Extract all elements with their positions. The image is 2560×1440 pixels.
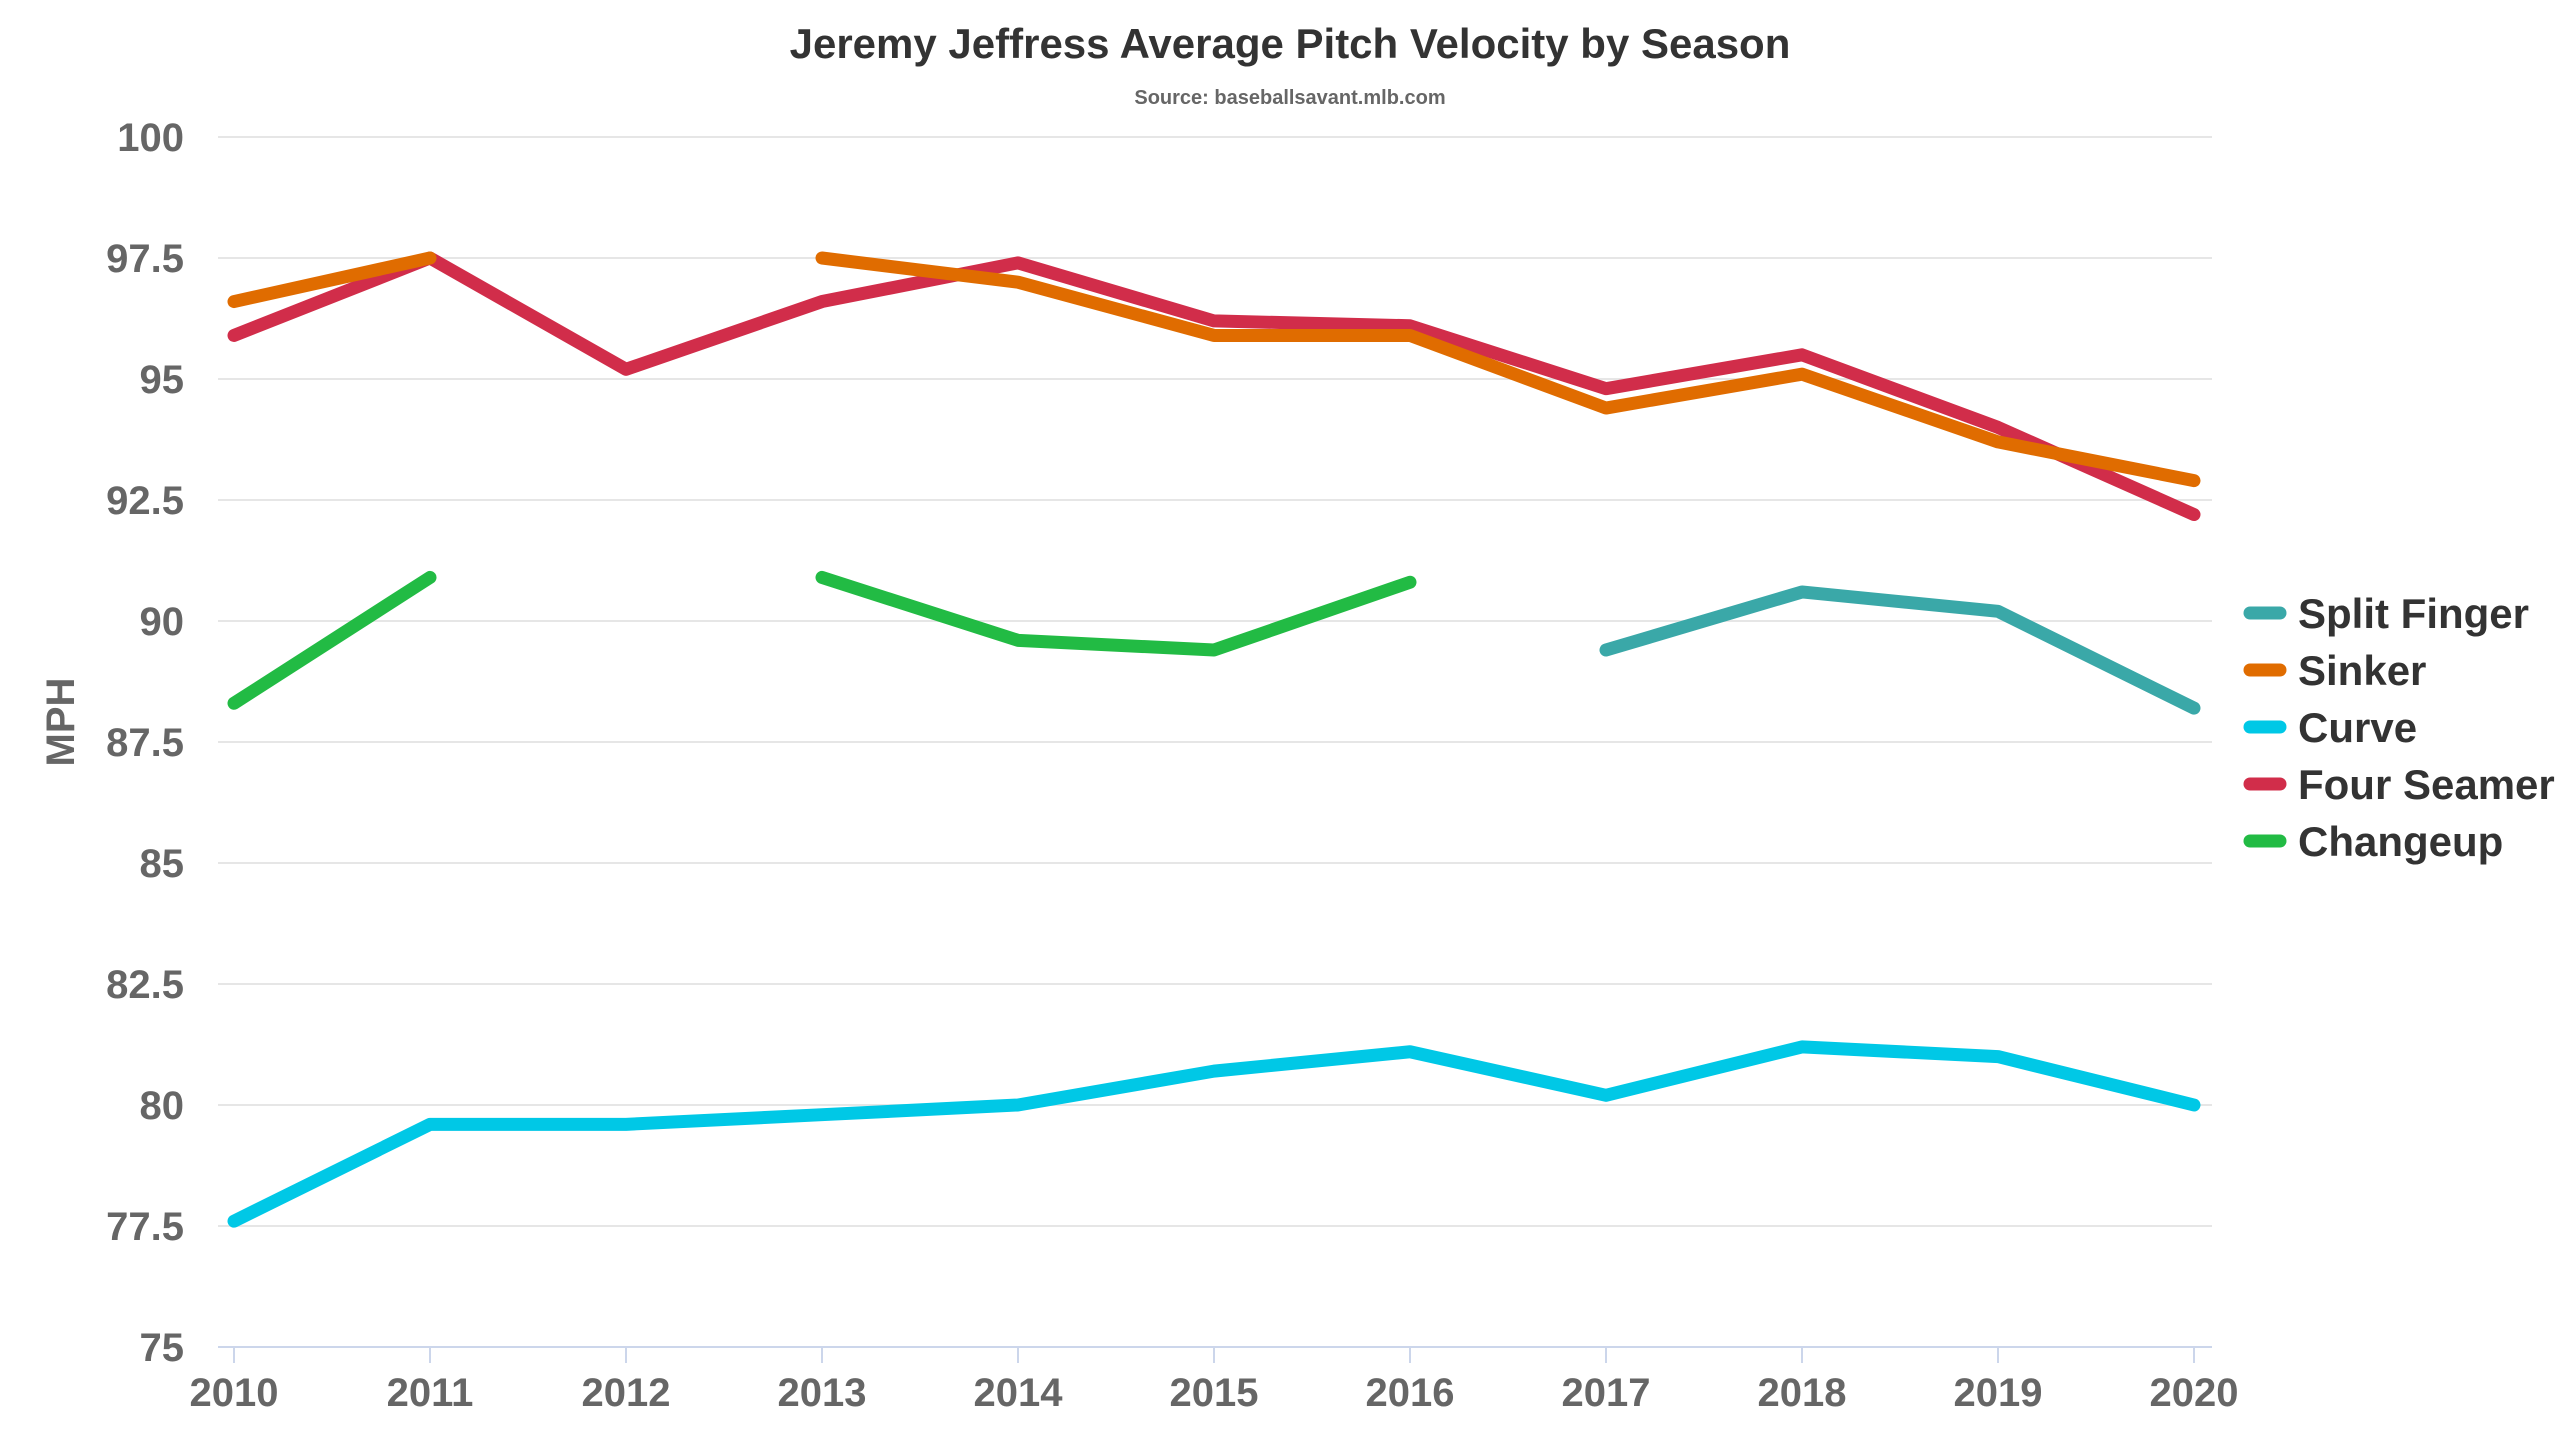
- series-line-segment: [227, 251, 2201, 522]
- gridlines: [218, 136, 2212, 1227]
- x-tick-label: 2011: [387, 1371, 474, 1415]
- series-line-segment: [227, 251, 437, 309]
- legend-item[interactable]: Four Seamer: [2243, 761, 2555, 808]
- y-tick-label: 77.5: [106, 1205, 184, 1249]
- y-tick-label: 97.5: [106, 237, 184, 281]
- y-tick-label: 82.5: [106, 963, 184, 1007]
- series-line-segment: [227, 570, 437, 710]
- x-tick-label: 2016: [1366, 1371, 1455, 1415]
- legend-label: Split Finger: [2298, 590, 2529, 637]
- x-tick-label: 2018: [1758, 1371, 1847, 1415]
- x-tick-label: 2010: [190, 1371, 279, 1415]
- series-lines: [227, 251, 2201, 1228]
- series-curve: [227, 1040, 2201, 1228]
- series-changeup: [227, 570, 1417, 710]
- series-line-segment: [815, 570, 1417, 657]
- legend-label: Curve: [2298, 704, 2417, 751]
- series-sinker: [227, 251, 2201, 488]
- y-tick-label: 80: [140, 1084, 185, 1128]
- x-tick-label: 2015: [1170, 1371, 1259, 1415]
- legend-item[interactable]: Split Finger: [2243, 590, 2529, 637]
- legend-label: Four Seamer: [2298, 761, 2555, 808]
- legend: Split Finger Sinker Curve Four Seamer Change…: [2243, 590, 2555, 865]
- x-tick-label: 2014: [974, 1371, 1064, 1415]
- x-tick-label: 2012: [582, 1371, 671, 1415]
- legend-label: Sinker: [2298, 647, 2426, 694]
- y-tick-label: 85: [140, 842, 185, 886]
- legend-item[interactable]: Changeup: [2243, 818, 2503, 865]
- y-tick-label: 92.5: [106, 479, 184, 523]
- y-axis-title: MPH: [39, 678, 83, 767]
- y-tick-label: 90: [140, 600, 185, 644]
- chart-title: Jeremy Jeffress Average Pitch Velocity b…: [790, 20, 1791, 67]
- legend-label: Changeup: [2298, 818, 2503, 865]
- x-tick-label: 2020: [2150, 1371, 2239, 1415]
- series-line-segment: [1599, 585, 2201, 715]
- y-tick-label: 100: [117, 116, 184, 160]
- axes: 75 77.5 80 82.5 85 87.5 90 92.5 95 97.5 100 2010 201…: [106, 116, 2238, 1415]
- legend-item[interactable]: Sinker: [2243, 647, 2426, 694]
- series-line-segment: [815, 251, 2201, 488]
- series-line-segment: [227, 1040, 2201, 1228]
- y-tick-label: 95: [140, 358, 185, 402]
- legend-item[interactable]: Curve: [2243, 704, 2417, 751]
- x-tick-label: 2019: [1954, 1371, 2043, 1415]
- x-tick-label: 2017: [1562, 1371, 1651, 1415]
- series-split-finger: [1599, 585, 2201, 715]
- chart-subtitle: Source: baseballsavant.mlb.com: [1134, 87, 1445, 109]
- y-tick-label: 87.5: [106, 721, 184, 765]
- x-tick-label: 2013: [778, 1371, 867, 1415]
- series-four-seamer: [227, 251, 2201, 522]
- y-tick-label: 75: [140, 1326, 185, 1370]
